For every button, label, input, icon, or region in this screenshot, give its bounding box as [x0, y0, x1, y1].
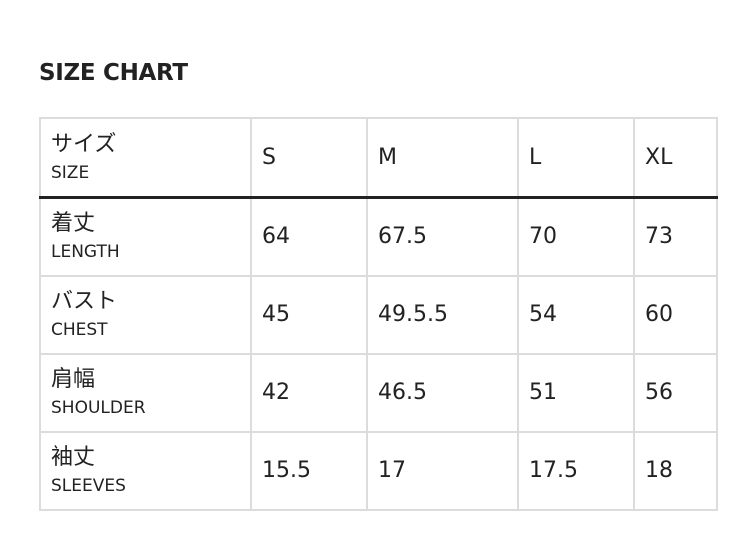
row-label-cell: 肩幅 SHOULDER — [39, 352, 252, 433]
table-row: バスト CHEST 45 49.5.5 54 60 — [39, 274, 718, 355]
value-cell: 45 — [250, 274, 368, 355]
table-row: 着丈 LENGTH 64 67.5 70 73 — [39, 196, 718, 277]
row-label-jp: 着丈 — [51, 210, 96, 236]
header-label-cell: サイズ SIZE — [39, 117, 252, 199]
table-row: 袖丈 SLEEVES 15.5 17 17.5 18 — [39, 430, 718, 511]
row-label-jp: バスト — [51, 288, 118, 314]
value-cell: 64 — [250, 196, 368, 277]
row-label-cell: 着丈 LENGTH — [39, 196, 252, 277]
value-cell: 18 — [633, 430, 718, 511]
value-cell: 51 — [517, 352, 635, 433]
value-cell: 15.5 — [250, 430, 368, 511]
table-header-row: サイズ SIZE S M L XL — [39, 117, 718, 199]
row-label-en: CHEST — [51, 319, 108, 340]
value-cell: 17 — [366, 430, 519, 511]
row-label-jp: 袖丈 — [51, 444, 96, 470]
value-cell: 54 — [517, 274, 635, 355]
row-label-jp: 肩幅 — [51, 366, 96, 392]
header-label-jp: サイズ — [51, 131, 117, 157]
value-cell: 46.5 — [366, 352, 519, 433]
value-cell: 67.5 — [366, 196, 519, 277]
header-size-xl: XL — [633, 117, 718, 199]
value-cell: 17.5 — [517, 430, 635, 511]
header-size-s: S — [250, 117, 368, 199]
row-label-cell: バスト CHEST — [39, 274, 252, 355]
value-cell: 73 — [633, 196, 718, 277]
row-label-en: LENGTH — [51, 241, 120, 262]
size-chart-table: サイズ SIZE S M L XL 着丈 LENGTH 64 67.5 70 73… — [39, 117, 718, 511]
row-label-en: SHOULDER — [51, 397, 146, 418]
value-cell: 49.5.5 — [366, 274, 519, 355]
row-label-en: SLEEVES — [51, 475, 126, 496]
header-label-en: SIZE — [51, 162, 90, 183]
header-size-m: M — [366, 117, 519, 199]
table-row: 肩幅 SHOULDER 42 46.5 51 56 — [39, 352, 718, 433]
page-title: SIZE CHART — [39, 60, 188, 86]
value-cell: 42 — [250, 352, 368, 433]
header-size-l: L — [517, 117, 635, 199]
value-cell: 60 — [633, 274, 718, 355]
row-label-cell: 袖丈 SLEEVES — [39, 430, 252, 511]
value-cell: 56 — [633, 352, 718, 433]
value-cell: 70 — [517, 196, 635, 277]
